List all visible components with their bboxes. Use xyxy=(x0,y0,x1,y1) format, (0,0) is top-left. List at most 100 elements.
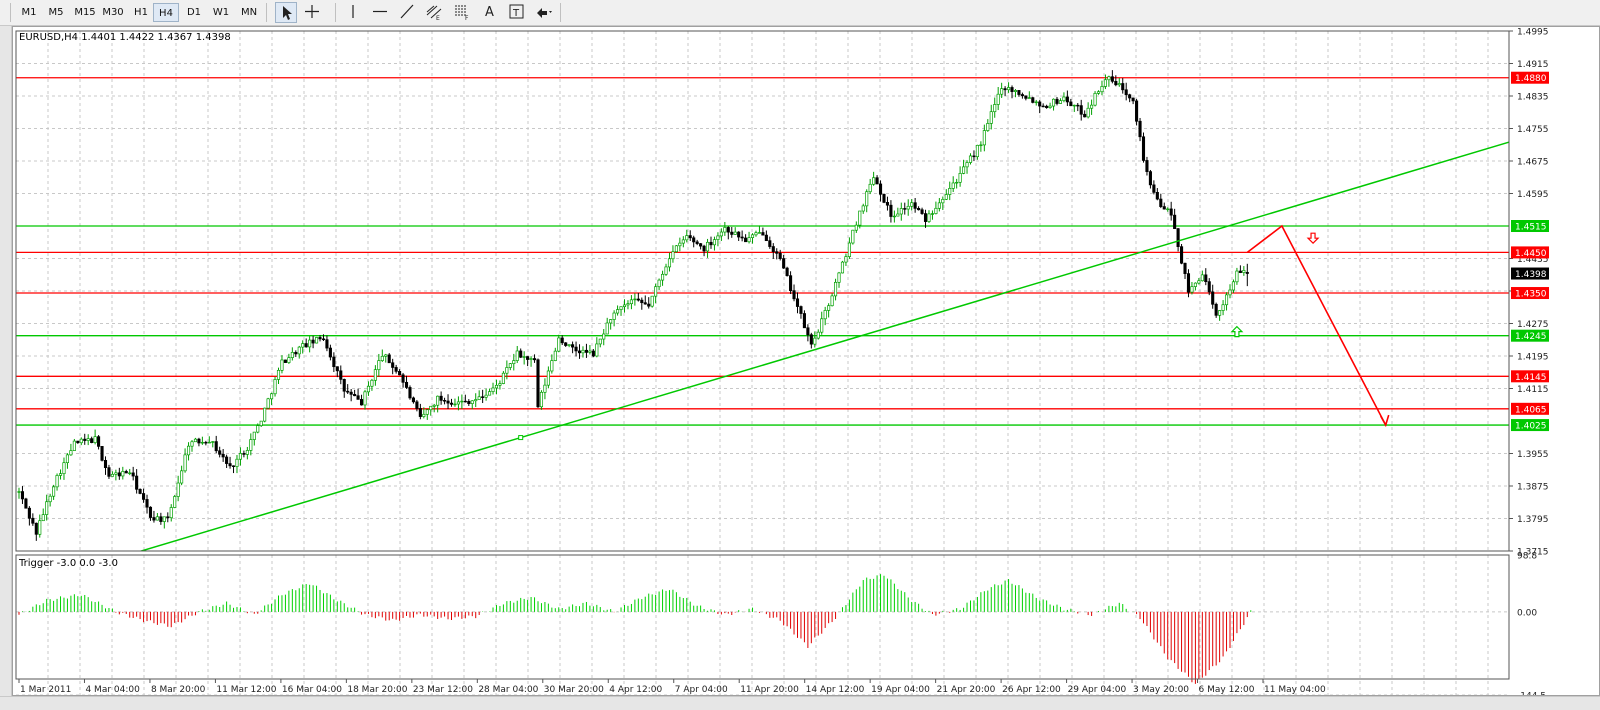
candle xyxy=(460,394,464,410)
timeframe-d1-button[interactable]: D1 xyxy=(186,7,202,18)
candle xyxy=(62,457,66,480)
candle xyxy=(1207,278,1211,296)
text-icon[interactable]: A xyxy=(480,2,502,23)
x-tick-label: 19 Apr 04:00 xyxy=(871,685,930,695)
candle xyxy=(231,465,236,474)
y-tick-label: 1.4195 xyxy=(1517,353,1549,363)
candle xyxy=(366,381,371,396)
candle xyxy=(661,270,665,286)
y-tick-label: 1.4915 xyxy=(1517,60,1549,70)
timeframe-h4-button[interactable]: H4 xyxy=(153,3,179,22)
forecast-polyline[interactable] xyxy=(1246,224,1387,426)
candle xyxy=(204,440,208,446)
svg-text:A: A xyxy=(485,5,494,20)
x-tick-label: 11 May 04:00 xyxy=(1264,685,1326,695)
chart-canvas[interactable]: 1.4995 1.4915 1.4835 1.4755 1.4675 1.4595 1.44… xyxy=(13,27,1599,702)
candle xyxy=(422,407,426,419)
trendline-icon[interactable] xyxy=(397,2,419,23)
forecast-path[interactable] xyxy=(1246,224,1390,428)
candle xyxy=(619,306,623,316)
candle xyxy=(456,396,460,411)
x-tick-label: 4 Apr 12:00 xyxy=(609,685,662,695)
candle xyxy=(193,437,198,443)
candle xyxy=(124,469,128,474)
timeframe-m15-button[interactable]: M15 xyxy=(74,7,96,18)
candle xyxy=(1090,99,1094,115)
arrow-markers[interactable] xyxy=(1230,232,1320,338)
candle xyxy=(674,245,678,253)
candle xyxy=(169,504,173,522)
level-price-label: 1.4450 xyxy=(1515,249,1547,259)
candle xyxy=(221,449,225,462)
candle xyxy=(923,209,928,228)
candle xyxy=(920,207,924,215)
candle xyxy=(712,236,717,251)
level-price-tag xyxy=(1511,220,1549,232)
cursor-icon[interactable] xyxy=(275,2,297,23)
timeframe-h1-button[interactable]: H1 xyxy=(134,7,148,18)
candle xyxy=(370,378,374,391)
chart-header: EURUSD,H4 1.4401 1.4422 1.4367 1.4398 xyxy=(19,32,231,43)
candle xyxy=(1000,82,1004,98)
candle xyxy=(1204,268,1208,286)
vertical-line-icon[interactable] xyxy=(343,2,365,23)
candle xyxy=(519,348,523,359)
candle xyxy=(1045,104,1049,109)
candle xyxy=(802,310,806,329)
candle xyxy=(325,335,329,352)
candle xyxy=(775,248,779,260)
candle xyxy=(470,400,474,410)
chart-window[interactable]: 1.4995 1.4915 1.4835 1.4755 1.4675 1.4595 1.44… xyxy=(12,26,1600,702)
candle xyxy=(52,484,56,500)
arrow-up-marker[interactable] xyxy=(1230,325,1244,338)
timeframe-m1-button[interactable]: M1 xyxy=(21,7,37,18)
x-tick-label: 23 Mar 12:00 xyxy=(413,685,473,695)
horizontal-line-icon[interactable] xyxy=(370,2,392,23)
indicator-y-label: 98.8 xyxy=(1517,552,1537,562)
candle xyxy=(526,356,530,367)
y-tick-label: 1.3715 xyxy=(1517,548,1549,558)
text-label-icon[interactable]: T xyxy=(507,2,529,23)
candle xyxy=(861,203,865,214)
timeframe-w1-button[interactable]: W1 xyxy=(212,7,230,18)
candle xyxy=(93,429,97,445)
candle xyxy=(629,295,633,310)
arrow-down-marker[interactable] xyxy=(1306,232,1320,245)
candle xyxy=(647,297,651,309)
timeframe-mn-button[interactable]: MN xyxy=(240,7,258,18)
candle xyxy=(228,456,232,469)
candle xyxy=(259,420,263,428)
candle xyxy=(1183,262,1187,279)
candle xyxy=(45,494,49,521)
candle xyxy=(705,238,710,258)
candle xyxy=(491,382,495,395)
candle xyxy=(76,440,80,444)
crosshair-icon[interactable] xyxy=(302,2,324,23)
candle xyxy=(72,438,76,451)
candle xyxy=(373,365,377,386)
arrows-dropdown-icon[interactable] xyxy=(534,2,556,23)
horizontal-scrollbar[interactable] xyxy=(0,696,1600,710)
fibonacci-retracement-icon[interactable]: F xyxy=(452,2,474,23)
level-price-label: 1.4145 xyxy=(1515,373,1547,383)
candle xyxy=(737,231,741,241)
timeframe-m30-button[interactable]: M30 xyxy=(102,7,124,18)
timeframe-m5-button[interactable]: M5 xyxy=(48,7,64,18)
x-tick-label: 28 Mar 04:00 xyxy=(478,685,538,695)
trendline-support[interactable] xyxy=(19,141,1514,588)
candle xyxy=(778,249,782,261)
indicator-axis: 98.8 0.00 -144.5 xyxy=(1517,552,1546,702)
candle xyxy=(1086,102,1090,119)
candle xyxy=(301,340,305,354)
x-tick-label: 8 Mar 20:00 xyxy=(151,685,206,695)
indicator-title: Trigger -3.0 0.0 -3.0 xyxy=(18,558,118,569)
y-tick-label: 1.3795 xyxy=(1517,515,1549,525)
trendline-handle[interactable] xyxy=(518,435,524,441)
trendline[interactable] xyxy=(19,141,1514,588)
x-tick-label: 1 Mar 2011 xyxy=(20,685,71,695)
candle xyxy=(927,210,931,223)
candle xyxy=(944,189,948,201)
equidistant-channel-icon[interactable]: E xyxy=(424,2,446,23)
horizontal-levels[interactable] xyxy=(16,77,1509,426)
window-left-edge xyxy=(0,26,12,696)
